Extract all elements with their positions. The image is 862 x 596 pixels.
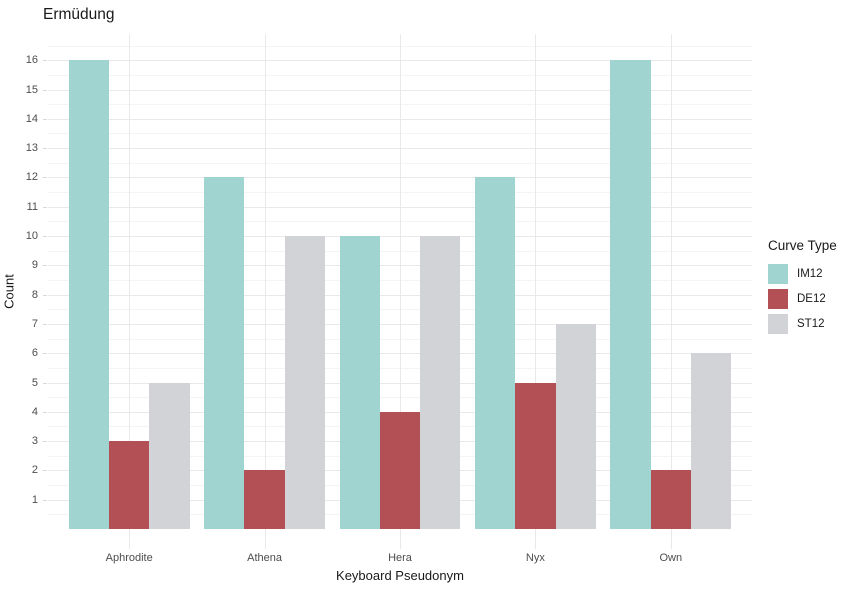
y-tick-mark (43, 323, 47, 325)
bar-im12-aphrodite (68, 60, 110, 529)
y-tick-label: 7 (31, 317, 38, 330)
gridline-x-major (670, 34, 672, 549)
y-tick-mark (43, 499, 47, 501)
legend-label: ST12 (797, 318, 825, 330)
legend-key-swatch (768, 289, 788, 309)
y-tick-label: 10 (25, 230, 38, 242)
y-tick-label: 14 (25, 112, 38, 125)
gridline-x-major (129, 34, 131, 549)
gridline-x-major (264, 34, 266, 549)
bar-de12-hera (379, 411, 421, 529)
legend-items: IM12 DE12 ST12 (768, 264, 837, 334)
x-tick-label: Aphrodite (105, 552, 153, 564)
y-tick-label: 16 (25, 54, 38, 67)
y-tick-label: 13 (25, 142, 38, 155)
y-tick-label: 11 (26, 200, 38, 213)
y-tick-mark (43, 353, 47, 355)
y-tick-mark (43, 236, 47, 237)
legend-item-im12: IM12 (768, 264, 837, 284)
y-tick-mark (43, 206, 47, 208)
legend-label: IM12 (797, 268, 823, 280)
y-tick-mark (43, 60, 47, 62)
bar-st12-hera (420, 236, 461, 529)
bar-im12-athena (204, 177, 245, 529)
bar-st12-nyx (555, 323, 596, 529)
y-tick-mark (43, 148, 47, 150)
bar-st12-athena (284, 236, 326, 529)
y-tick-label: 2 (31, 464, 38, 477)
y-tick-mark (43, 470, 47, 472)
y-tick-label: 1 (31, 493, 38, 506)
bar-de12-aphrodite (109, 441, 150, 529)
y-tick-label: 6 (31, 347, 38, 360)
y-tick-label: 9 (31, 259, 38, 272)
y-tick-mark (43, 411, 47, 413)
gridline-x-major (400, 34, 401, 549)
bar-st12-aphrodite (149, 382, 190, 529)
chart-title: Ermüdung (43, 6, 115, 23)
legend-label: DE12 (797, 293, 826, 305)
y-tick-mark (43, 89, 47, 91)
legend-item-st12: ST12 (768, 314, 837, 334)
legend-key-swatch (768, 314, 788, 334)
y-tick-label: 3 (31, 435, 38, 448)
plot-panel (48, 34, 752, 549)
y-tick-mark (43, 441, 47, 443)
x-tick-label: Hera (388, 552, 412, 564)
x-axis-title: Keyboard Pseudonym (336, 568, 464, 583)
gridline-x-major (535, 34, 537, 549)
x-tick-label: Nyx (525, 552, 545, 564)
bar-im12-nyx (474, 177, 516, 529)
bar-im12-hera (339, 236, 380, 529)
bar-de12-nyx (515, 382, 556, 529)
legend: Curve Type IM12 DE12 ST12 (768, 238, 837, 339)
bar-st12-own (690, 353, 732, 529)
y-tick-label: 15 (25, 83, 38, 96)
bar-de12-athena (244, 470, 285, 529)
legend-item-de12: DE12 (768, 289, 837, 309)
y-tick-label: 4 (31, 405, 38, 418)
legend-title: Curve Type (768, 238, 837, 253)
y-tick-mark (43, 294, 47, 296)
bar-im12-own (610, 60, 651, 529)
x-tick-label: Own (659, 552, 683, 564)
bar-de12-own (650, 470, 691, 529)
x-tick-label: Athena (247, 552, 283, 564)
y-tick-mark (43, 265, 47, 267)
legend-key-swatch (768, 264, 788, 284)
y-tick-label: 5 (31, 376, 38, 389)
y-tick-label: 8 (31, 288, 38, 301)
y-tick-mark (43, 177, 47, 179)
y-tick-mark (43, 382, 47, 384)
y-tick-mark (43, 118, 47, 120)
y-tick-label: 12 (25, 171, 38, 184)
y-axis-title: Count (1, 274, 17, 309)
